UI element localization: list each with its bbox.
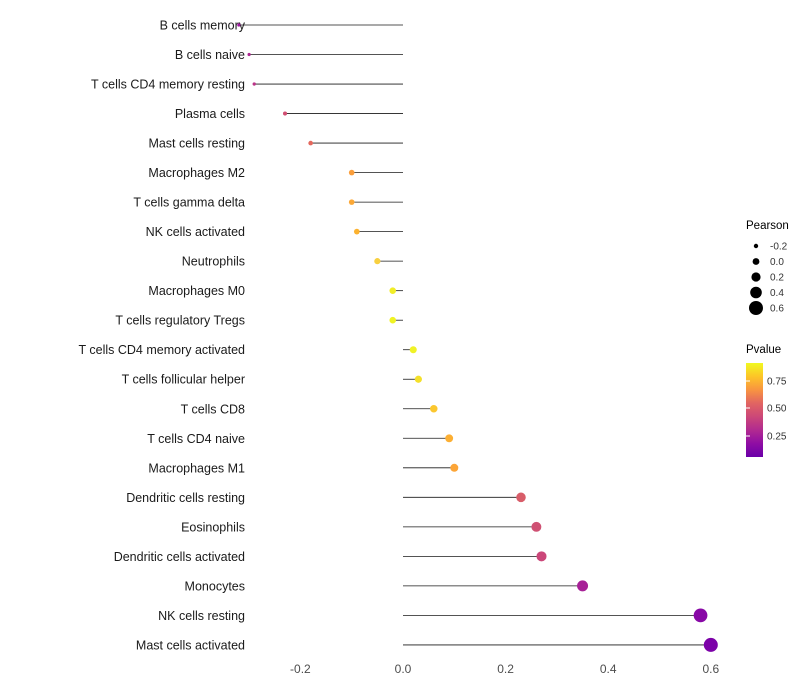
category-label: NK cells activated <box>146 225 245 239</box>
size-legend-label: 0.0 <box>770 257 784 268</box>
category-label: Mast cells activated <box>136 638 245 652</box>
category-label: Plasma cells <box>175 107 245 121</box>
category-label: Mast cells resting <box>148 137 245 151</box>
size-legend-label: -0.2 <box>770 242 788 253</box>
lollipop-point <box>703 637 718 652</box>
category-label: Neutrophils <box>182 255 245 269</box>
category-label: T cells regulatory Tregs <box>115 314 245 328</box>
pvalue-gradient-bar <box>746 363 763 457</box>
category-label: T cells CD8 <box>181 402 245 416</box>
size-legend-dot <box>753 243 759 249</box>
category-label: Dendritic cells activated <box>114 550 245 564</box>
lollipop-point <box>389 316 397 324</box>
lollipop-point <box>348 199 355 205</box>
size-legend-label: 0.2 <box>770 273 784 284</box>
category-label: NK cells resting <box>158 609 245 623</box>
category-label: Macrophages M0 <box>148 284 245 298</box>
lollipop-point <box>450 463 459 472</box>
lollipop-point <box>237 23 241 27</box>
pvalue-legend-label: 0.75 <box>767 377 787 388</box>
category-label: T cells CD4 memory resting <box>91 78 245 92</box>
lollipop-point <box>577 580 589 592</box>
category-label: Monocytes <box>185 579 245 593</box>
x-tick-label: 0.2 <box>497 662 514 676</box>
category-label: T cells CD4 memory activated <box>79 343 246 357</box>
lollipop-point <box>445 434 454 443</box>
lollipop-point <box>693 608 708 623</box>
x-tick-label: 0.6 <box>702 662 719 676</box>
lollipop-point <box>389 287 397 294</box>
pvalue-legend-label: 0.25 <box>767 432 787 443</box>
category-label: B cells naive <box>175 48 245 62</box>
size-legend-label: 0.6 <box>770 304 784 315</box>
category-label: Macrophages M1 <box>148 461 245 475</box>
size-legend-dot <box>751 272 761 282</box>
x-tick-label: 0.0 <box>395 662 412 676</box>
lollipop-point <box>374 258 381 265</box>
category-label: T cells CD4 naive <box>147 432 245 446</box>
lollipop-point <box>348 169 355 176</box>
pearson-legend-title: Pearson <box>746 220 789 232</box>
category-label: T cells gamma delta <box>133 196 245 210</box>
x-tick-label: 0.4 <box>600 662 617 676</box>
pvalue-legend-label: 0.50 <box>767 404 787 415</box>
x-tick-label: -0.2 <box>290 662 311 676</box>
lollipop-point <box>536 551 547 562</box>
category-label: Dendritic cells resting <box>126 491 245 505</box>
lollipop-point <box>308 140 313 146</box>
lollipop-point <box>516 492 526 503</box>
lollipop-point <box>247 52 251 57</box>
size-legend-dot <box>750 286 762 299</box>
lollipop-point <box>409 346 417 354</box>
size-legend-label: 0.4 <box>770 288 784 299</box>
size-legend-dot <box>752 258 760 265</box>
lollipop-point <box>531 521 542 532</box>
lollipop-point <box>430 405 438 413</box>
category-label: B cells memory <box>160 19 246 33</box>
size-legend-dot <box>749 301 763 315</box>
lollipop-point <box>282 111 288 116</box>
category-label: Macrophages M2 <box>148 166 245 180</box>
category-label: T cells follicular helper <box>122 373 245 387</box>
pvalue-legend-title: Pvalue <box>746 344 781 356</box>
category-label: Eosinophils <box>181 520 245 534</box>
lollipop-point <box>414 375 422 383</box>
lollipop-point <box>353 228 360 235</box>
lollipop-point <box>252 82 256 86</box>
